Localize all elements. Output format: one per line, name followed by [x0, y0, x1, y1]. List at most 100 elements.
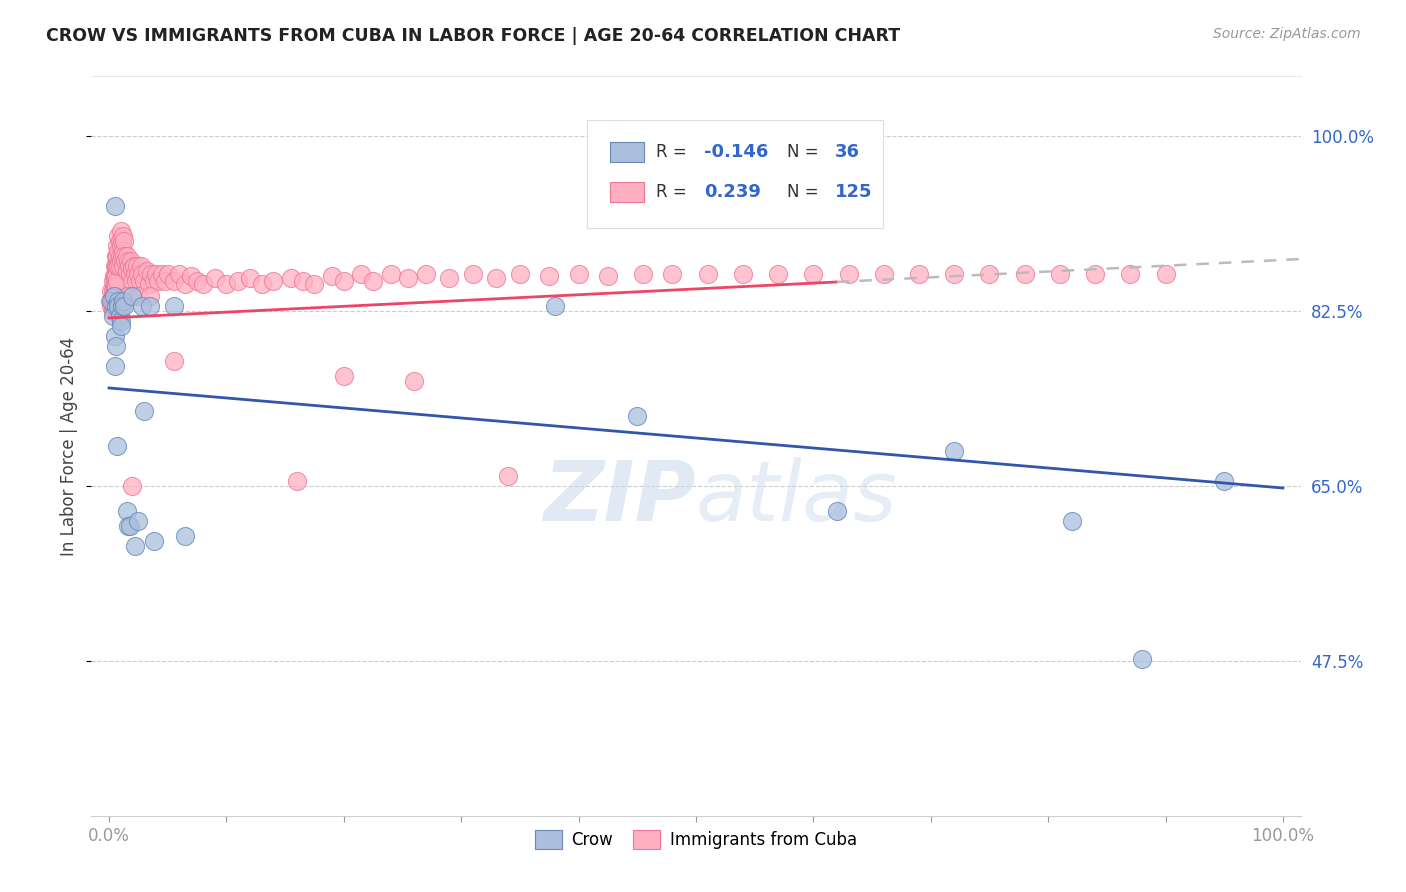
Point	[112, 299, 135, 313]
Point	[239, 271, 262, 285]
Point	[128, 274, 150, 288]
Point	[180, 268, 202, 283]
Point	[100, 293, 122, 308]
Point	[107, 299, 129, 313]
Point	[1119, 267, 1142, 281]
Point	[908, 267, 931, 281]
Point	[98, 293, 121, 308]
Text: Source: ZipAtlas.com: Source: ZipAtlas.com	[1213, 27, 1361, 41]
Point	[105, 439, 128, 453]
Point	[150, 267, 173, 281]
Point	[127, 259, 149, 273]
Point	[112, 234, 135, 248]
Point	[104, 289, 127, 303]
Point	[101, 299, 124, 313]
Point	[134, 274, 156, 288]
Point	[101, 284, 124, 298]
Point	[107, 293, 129, 308]
Point	[142, 534, 165, 549]
Point	[111, 249, 134, 263]
Point	[141, 267, 163, 281]
Point	[979, 267, 1001, 281]
Point	[105, 339, 128, 353]
Point	[101, 274, 124, 288]
Text: R =: R =	[657, 183, 692, 201]
Point	[262, 274, 284, 288]
Point	[596, 268, 619, 283]
Point	[105, 249, 128, 263]
Point	[121, 479, 143, 493]
Point	[117, 519, 139, 533]
Point	[103, 289, 125, 303]
Point	[105, 279, 128, 293]
Point	[361, 274, 384, 288]
Point	[485, 271, 508, 285]
Point	[321, 268, 343, 283]
Point	[139, 289, 162, 303]
Text: -0.146: -0.146	[704, 143, 769, 161]
Point	[105, 299, 128, 313]
Point	[1014, 267, 1036, 281]
Point	[103, 279, 125, 293]
Text: atlas: atlas	[696, 458, 897, 539]
Point	[110, 239, 132, 253]
Point	[101, 289, 124, 303]
Point	[148, 274, 170, 288]
Point	[1084, 267, 1107, 281]
Point	[1049, 267, 1071, 281]
Point	[124, 267, 146, 281]
Point	[122, 259, 145, 273]
Point	[631, 267, 654, 281]
Point	[1130, 652, 1153, 666]
Point	[104, 199, 127, 213]
Point	[544, 299, 567, 313]
Point	[404, 374, 426, 388]
Point	[105, 259, 128, 273]
Point	[174, 529, 197, 543]
Point	[108, 249, 131, 263]
Point	[801, 267, 824, 281]
Point	[101, 293, 124, 308]
Point	[104, 299, 127, 313]
Point	[156, 267, 179, 281]
Point	[333, 274, 356, 288]
Point	[131, 299, 153, 313]
Point	[105, 239, 128, 253]
Point	[105, 289, 128, 303]
Point	[112, 228, 135, 243]
Point	[396, 271, 419, 285]
Point	[104, 268, 127, 283]
Point	[112, 244, 135, 258]
Point	[186, 274, 208, 288]
Point	[101, 304, 124, 318]
Point	[568, 267, 591, 281]
Point	[105, 249, 128, 263]
Point	[350, 267, 373, 281]
Point	[110, 318, 132, 333]
Point	[333, 368, 356, 383]
Point	[661, 267, 683, 281]
Point	[127, 289, 149, 303]
FancyBboxPatch shape	[610, 182, 644, 202]
Text: R =: R =	[657, 143, 692, 161]
Text: N =: N =	[787, 143, 824, 161]
Point	[127, 514, 149, 528]
Point	[104, 259, 127, 273]
Point	[943, 267, 966, 281]
Point	[115, 504, 138, 518]
Point	[139, 299, 162, 313]
Point	[250, 277, 273, 291]
Point	[110, 224, 132, 238]
Point	[112, 293, 135, 308]
Point	[439, 271, 461, 285]
Text: 36: 36	[835, 143, 860, 161]
Point	[509, 267, 531, 281]
Point	[731, 267, 754, 281]
Point	[108, 309, 131, 323]
Point	[135, 264, 157, 278]
Point	[226, 274, 249, 288]
Point	[162, 274, 184, 288]
Point	[120, 267, 142, 281]
Point	[115, 264, 138, 278]
Point	[114, 253, 136, 268]
